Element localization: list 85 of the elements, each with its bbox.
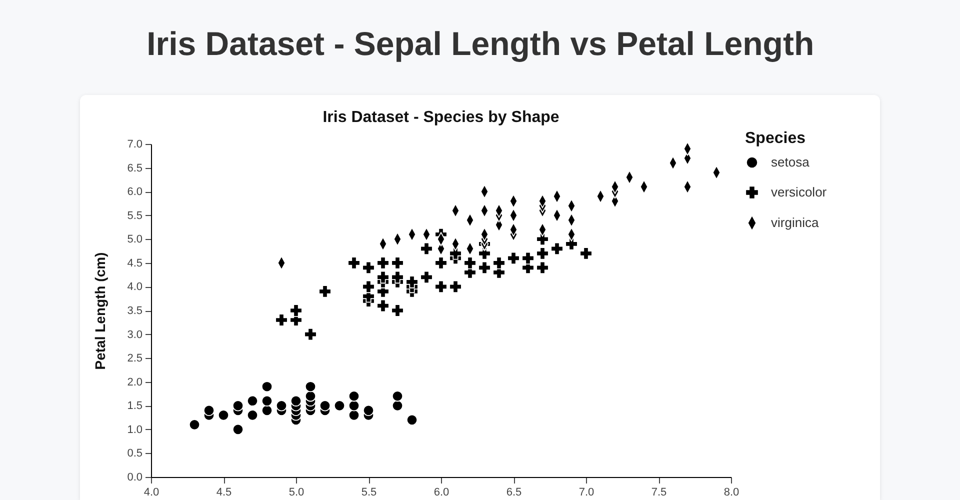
x-tick-label: 4.5 <box>216 486 232 498</box>
x-tick-label: 8.0 <box>724 486 740 498</box>
point <box>565 238 578 250</box>
legend-label: setosa <box>771 154 810 170</box>
legend-label: virginica <box>771 215 820 230</box>
x-tick-label: 5.0 <box>288 486 304 498</box>
point <box>232 400 244 412</box>
point <box>536 247 549 260</box>
y-axis-title: Petal Length (cm) <box>92 252 108 370</box>
point <box>464 256 476 270</box>
y-tick-label: 6.5 <box>127 162 142 174</box>
point <box>392 400 404 412</box>
x-tick-label: 7.0 <box>578 486 594 498</box>
point <box>348 256 360 270</box>
y-tick-label: 2.5 <box>127 352 142 365</box>
x-tick-label: 6.0 <box>434 486 450 498</box>
y-tick-label: 0.5 <box>127 448 142 460</box>
point <box>304 381 316 392</box>
point <box>449 280 462 294</box>
point <box>246 395 258 406</box>
point <box>391 270 404 284</box>
point <box>507 252 520 265</box>
point <box>550 242 564 256</box>
point <box>232 424 244 435</box>
point <box>304 328 317 341</box>
point <box>290 395 302 406</box>
point <box>536 232 549 246</box>
point <box>522 252 534 265</box>
point <box>261 381 273 392</box>
y-tick-label: 7.0 <box>127 138 142 150</box>
point <box>261 395 273 406</box>
y-tick-label: 4.0 <box>127 281 142 294</box>
legend-label: versicolor <box>771 184 828 200</box>
point <box>348 410 360 421</box>
chart-subtitle: Iris Dataset - Species by Shape <box>322 109 560 126</box>
point <box>275 314 288 326</box>
y-tick-label: 2.0 <box>127 376 142 388</box>
y-tick-label: 6.0 <box>127 186 142 198</box>
point <box>246 410 258 421</box>
point <box>348 390 360 402</box>
point <box>334 400 346 412</box>
point <box>406 414 418 426</box>
point <box>362 261 375 274</box>
point <box>434 280 448 294</box>
point <box>392 390 404 402</box>
point <box>391 256 404 270</box>
point <box>362 280 375 294</box>
y-tick-label: 1.5 <box>127 400 142 412</box>
y-tick-label: 3.0 <box>127 328 142 341</box>
y-tick-label: 1.0 <box>127 424 142 436</box>
y-tick-label: 0.0 <box>127 472 142 484</box>
point <box>449 247 462 260</box>
point <box>376 299 390 312</box>
chart-title: Iris Dataset - Sepal Length vs Petal Length <box>146 25 814 62</box>
y-tick-label: 4.5 <box>127 257 142 270</box>
point <box>376 270 390 284</box>
x-tick-label: 7.5 <box>651 486 667 498</box>
point <box>391 304 404 317</box>
point <box>420 242 433 256</box>
point <box>218 410 230 421</box>
point <box>376 256 390 270</box>
point <box>290 304 302 317</box>
point <box>478 261 491 274</box>
point <box>362 404 374 416</box>
legend-title: Species <box>745 130 806 147</box>
point <box>188 419 200 430</box>
y-tick-label: 5.5 <box>127 210 142 222</box>
x-tick-label: 4.0 <box>144 486 160 498</box>
point <box>492 256 506 270</box>
y-tick-label: 5.0 <box>127 234 142 246</box>
y-tick-label: 3.5 <box>127 305 142 317</box>
point <box>420 270 433 284</box>
point <box>318 285 332 298</box>
point <box>536 261 549 274</box>
x-tick-label: 5.5 <box>361 486 377 498</box>
point <box>348 400 360 412</box>
point <box>203 404 215 416</box>
point <box>580 247 592 260</box>
point <box>406 276 418 288</box>
point <box>434 256 448 270</box>
x-tick-label: 6.5 <box>506 486 522 498</box>
point <box>319 400 331 412</box>
point <box>276 400 288 412</box>
point <box>261 404 273 416</box>
point <box>304 390 316 402</box>
